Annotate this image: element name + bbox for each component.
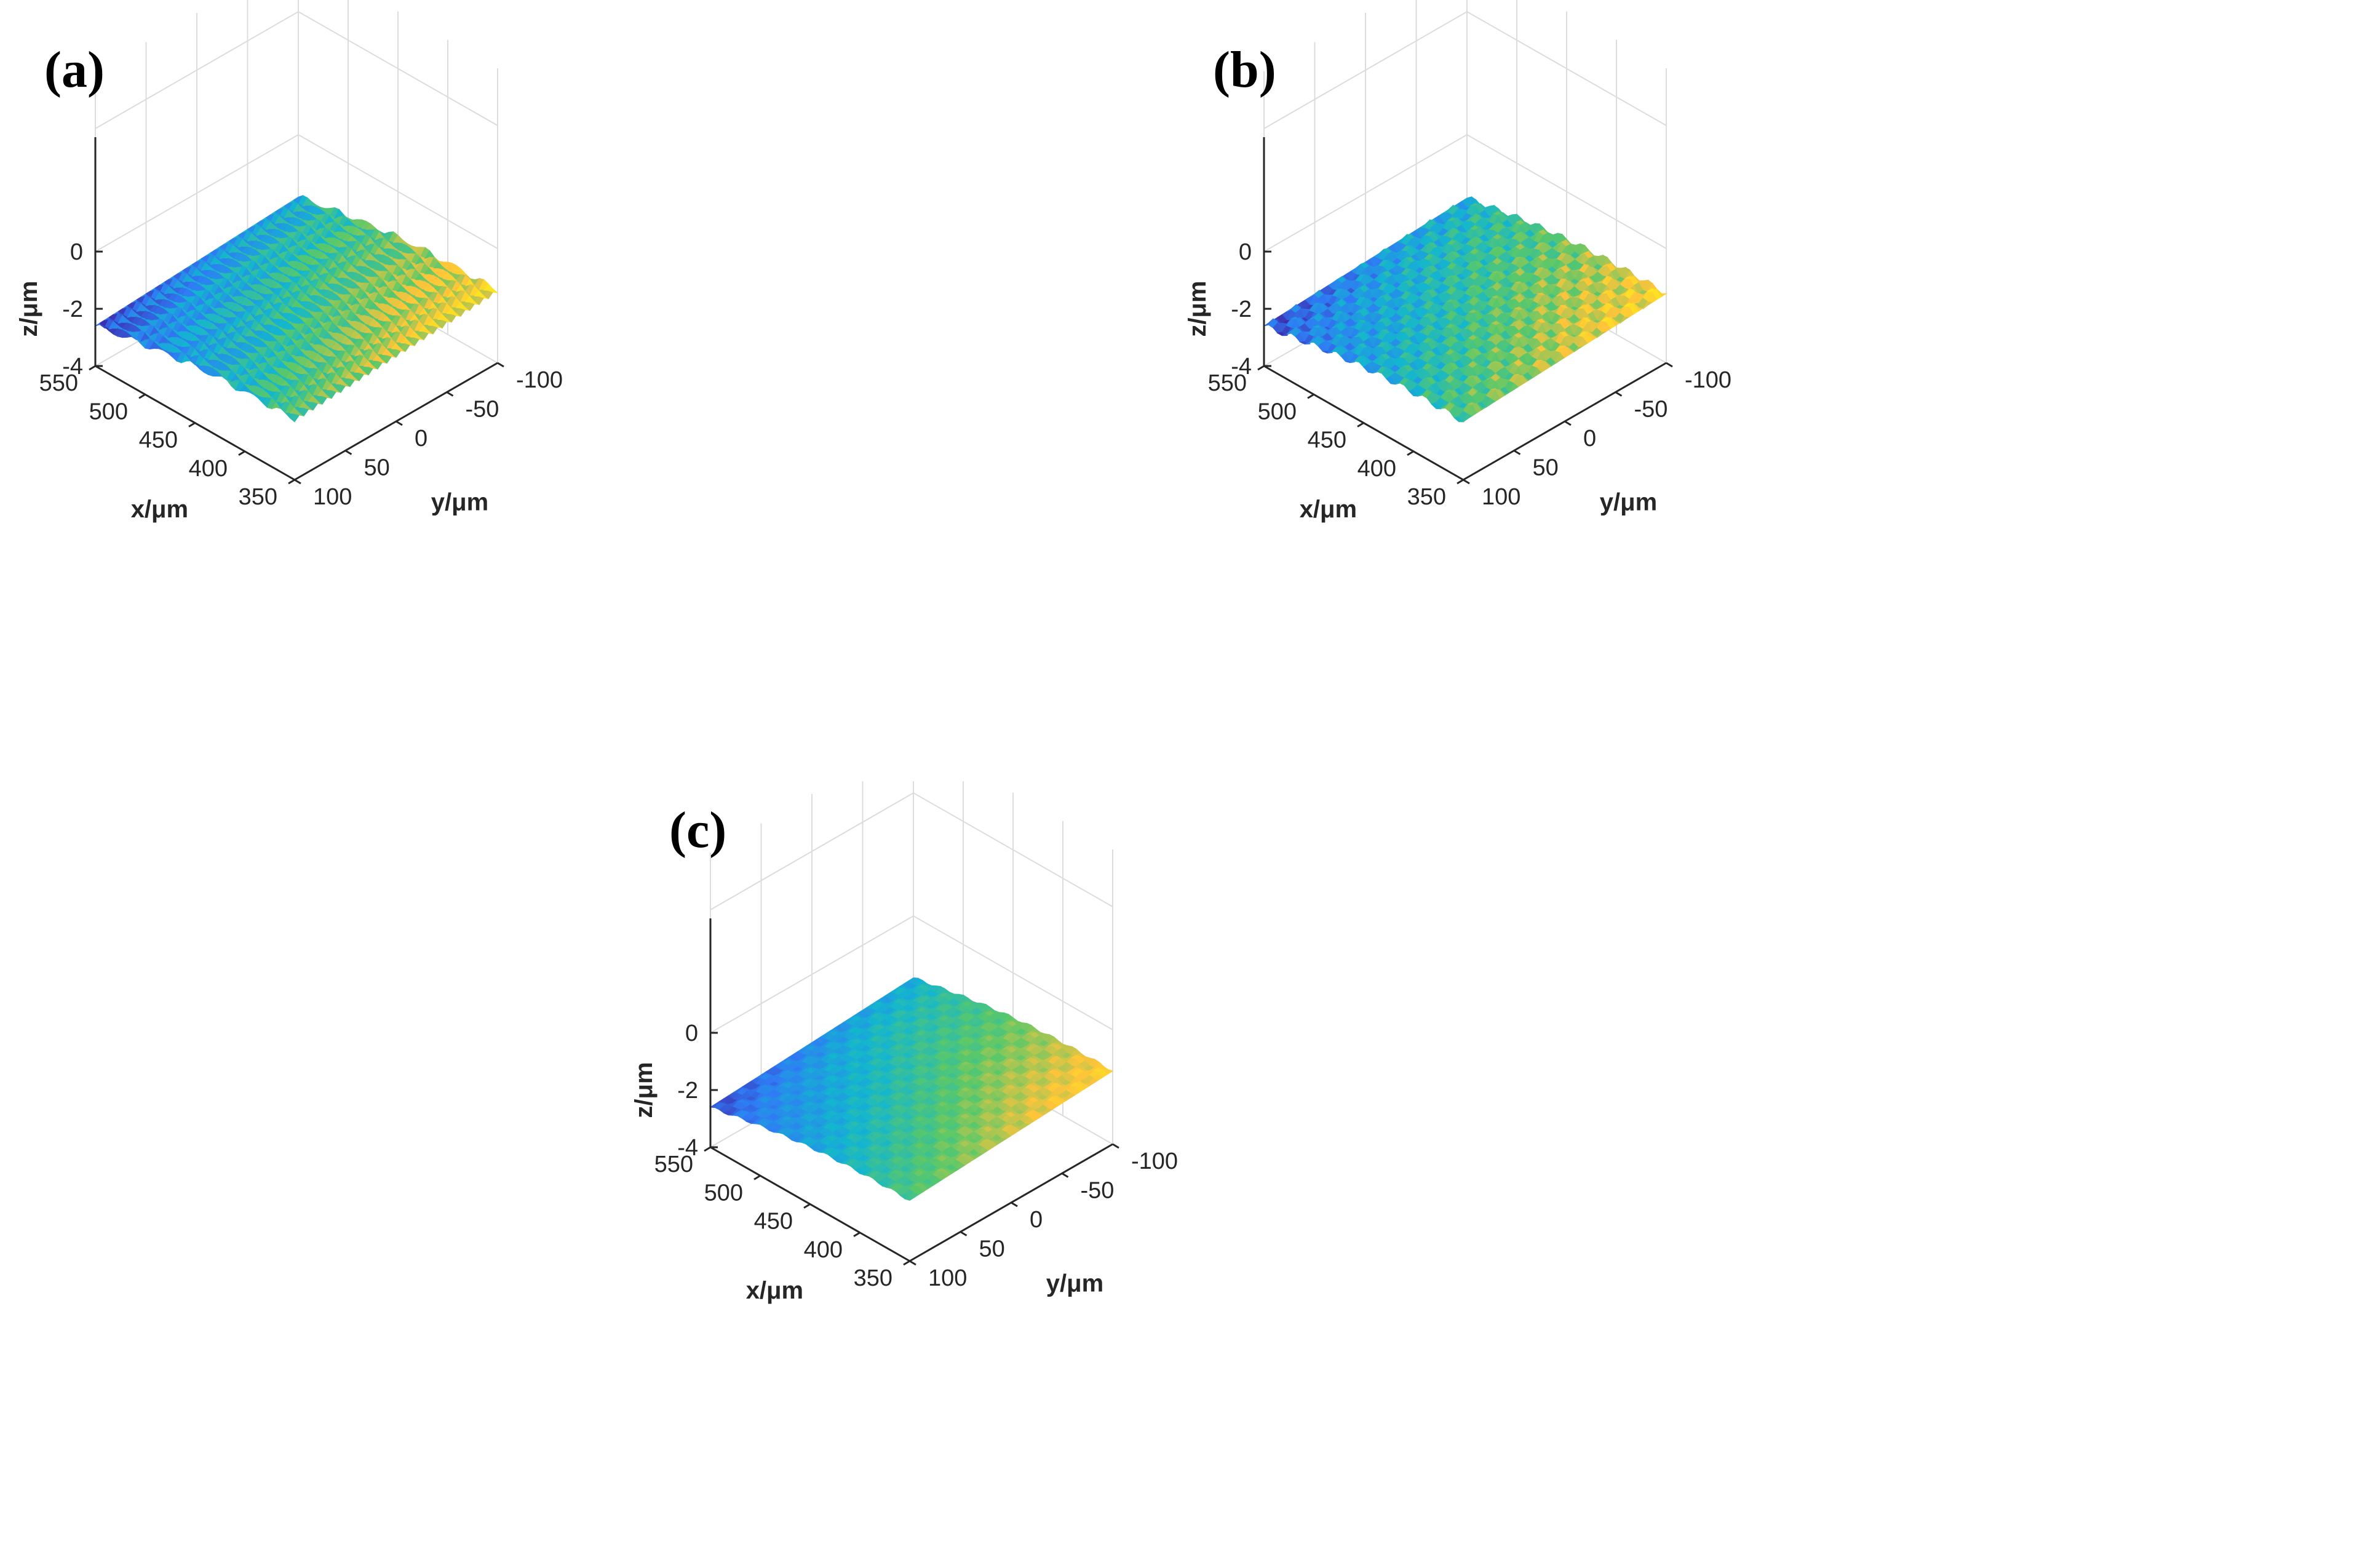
surface-patch: [1656, 289, 1668, 297]
surface-plot-b: (b) 0 -2 -4 z/μm 350 400 450 500 550 x/μm 100 50 0 -5…: [1169, 0, 2337, 775]
x-tick-mark: [1357, 422, 1364, 428]
y-tick-label: 100: [1482, 484, 1520, 510]
y-tick-label: 50: [1533, 455, 1559, 481]
x-tick-label: 350: [239, 484, 277, 510]
y-tick-mark: [396, 420, 403, 426]
x-axis-label: x/μm: [131, 496, 188, 523]
surface-mesh: [1263, 196, 1668, 423]
y-tick-label: -50: [1634, 397, 1668, 423]
grid-top-edge: [710, 792, 1113, 910]
x-tick-label: 500: [89, 399, 128, 424]
surface-patch: [487, 289, 498, 293]
y-axis-label: y/μm: [431, 489, 488, 516]
x-tick-label: 400: [1357, 456, 1396, 482]
y-tick-mark: [294, 479, 301, 485]
grid-line-z: [1263, 133, 1667, 252]
z-tick-label: -2: [1231, 296, 1252, 322]
z-tick-label: 0: [70, 239, 83, 265]
grid-top-edge: [1263, 10, 1667, 129]
y-tick-mark: [1564, 420, 1572, 426]
surface-mesh: [709, 977, 1114, 1201]
z-tick-label: -4: [62, 354, 83, 380]
x-tick-label: 400: [189, 456, 228, 482]
z-axis-label: z/μm: [15, 281, 42, 336]
y-tick-label: 0: [1583, 426, 1596, 452]
grid-top-edge: [95, 10, 498, 129]
x-tick-label: 450: [1308, 428, 1346, 453]
x-axis-label: x/μm: [1300, 496, 1357, 523]
grid-line-z: [710, 915, 1113, 1033]
x-tick-mark: [1457, 479, 1464, 485]
y-tick-mark: [1615, 391, 1623, 397]
x-tick-mark: [288, 479, 295, 485]
y-axis-label: y/μm: [1600, 489, 1657, 516]
x-tick-mark: [1257, 365, 1265, 371]
surface-plot-c: (c) 0 -2 -4 z/μm 350 400 450 500 550 x/μm 100 50 0 -5…: [615, 781, 1784, 1556]
x-tick-mark: [1307, 393, 1314, 399]
z-tick-label: -2: [62, 296, 83, 322]
y-tick-label: 100: [313, 484, 352, 510]
y-tick-label: -100: [516, 367, 563, 393]
x-tick-label: 450: [139, 428, 178, 453]
x-tick-label: 550: [1208, 370, 1247, 396]
x-tick-mark: [188, 422, 196, 428]
z-tick-label: -4: [1231, 354, 1252, 380]
surface-plot-a: (a) 0 -2 -4 z/μm 350 400 450 500 550 x/μm 100 50 0 -5…: [0, 0, 1169, 775]
y-tick-mark: [497, 362, 504, 368]
x-tick-mark: [238, 450, 245, 456]
x-tick-mark: [138, 393, 146, 399]
x-tick-mark: [89, 365, 96, 371]
y-tick-label: 0: [415, 426, 427, 452]
y-tick-label: -50: [466, 397, 499, 423]
x-tick-label: 500: [1258, 399, 1297, 424]
y-tick-mark: [1513, 450, 1521, 455]
surface-mesh: [95, 194, 498, 423]
x-tick-label: 350: [1407, 484, 1446, 510]
y-tick-mark: [344, 450, 352, 455]
y-tick-mark: [1666, 362, 1673, 368]
z-tick-label: 0: [1239, 239, 1252, 265]
y-tick-label: 50: [364, 455, 390, 481]
z-axis-label: z/μm: [1184, 281, 1211, 336]
grid-line-z: [95, 133, 498, 252]
y-tick-label: -100: [1685, 367, 1731, 393]
panel-label-a: (a): [44, 41, 105, 98]
y-tick-mark: [1463, 479, 1470, 485]
x-tick-label: 550: [39, 370, 78, 396]
panel-label-b: (b): [1213, 41, 1276, 98]
panel-label-c: (c): [669, 802, 727, 859]
x-tick-mark: [1407, 450, 1414, 456]
y-tick-mark: [446, 391, 454, 397]
